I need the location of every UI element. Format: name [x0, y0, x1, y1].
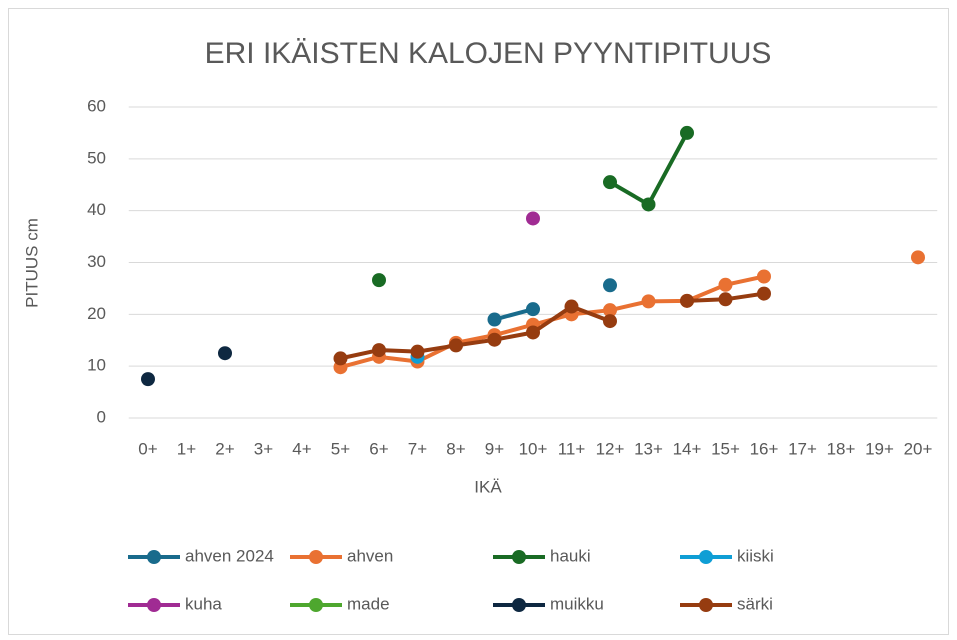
- data-point: [372, 273, 386, 288]
- y-tick-label: 40: [87, 200, 106, 219]
- data-point: [603, 303, 617, 318]
- x-tick-label: 17+: [788, 439, 817, 458]
- data-point: [680, 125, 694, 140]
- legend-label: ahven: [347, 546, 393, 565]
- legend-label: särki: [737, 594, 773, 613]
- legend-swatch-marker: [147, 550, 161, 564]
- legend-label: ahven 2024: [185, 546, 274, 565]
- data-point: [333, 351, 348, 366]
- y-tick-label: 0: [97, 407, 106, 426]
- data-point: [526, 302, 540, 317]
- y-tick-label: 50: [87, 148, 106, 167]
- legend-label: muikku: [550, 594, 604, 613]
- x-tick-label: 12+: [596, 439, 625, 458]
- x-tick-label: 10+: [519, 439, 548, 458]
- data-point: [603, 278, 617, 293]
- data-point: [718, 277, 733, 292]
- data-point: [564, 299, 579, 314]
- x-tick-label: 13+: [634, 439, 663, 458]
- x-tick-label: 8+: [446, 439, 465, 458]
- x-tick-label: 1+: [177, 439, 196, 458]
- data-point: [718, 292, 733, 307]
- legend-swatch-marker: [699, 550, 713, 564]
- data-point: [757, 269, 771, 284]
- chart-title: ERI IKÄISTEN KALOJEN PYYNTIPITUUS: [205, 37, 772, 70]
- x-tick-label: 2+: [215, 439, 234, 458]
- chart-border: [8, 8, 949, 635]
- data-point: [487, 312, 502, 327]
- x-tick-label: 19+: [865, 439, 894, 458]
- data-point: [680, 293, 694, 308]
- x-tick-label: 9+: [485, 439, 504, 458]
- y-tick-label: 20: [87, 304, 106, 323]
- x-tick-label: 15+: [711, 439, 740, 458]
- y-axis-label: PITUUS cm: [22, 218, 41, 308]
- legend-swatch-marker: [512, 550, 526, 564]
- x-tick-label: 0+: [138, 439, 157, 458]
- data-point: [641, 197, 656, 212]
- legend-swatch-marker: [699, 598, 713, 612]
- data-point: [372, 343, 386, 358]
- x-tick-label: 16+: [750, 439, 779, 458]
- data-point: [911, 250, 925, 265]
- legend-label: made: [347, 594, 390, 613]
- x-tick-label: 18+: [827, 439, 856, 458]
- y-tick-label: 10: [87, 356, 106, 375]
- y-tick-label: 30: [87, 252, 106, 271]
- legend-swatch-marker: [309, 550, 323, 564]
- data-point: [526, 325, 540, 340]
- x-tick-label: 3+: [254, 439, 273, 458]
- legend-label: kiiski: [737, 546, 774, 565]
- data-point: [641, 294, 656, 309]
- x-tick-label: 7+: [408, 439, 427, 458]
- x-axis-label: IKÄ: [474, 477, 502, 496]
- x-tick-label: 14+: [673, 439, 702, 458]
- legend-swatch-marker: [309, 598, 323, 612]
- data-point: [218, 346, 232, 361]
- x-tick-label: 6+: [369, 439, 388, 458]
- data-point: [487, 332, 502, 347]
- data-point: [141, 372, 155, 387]
- data-point: [603, 314, 617, 329]
- y-tick-label: 60: [87, 96, 106, 115]
- data-point: [757, 286, 771, 301]
- x-tick-label: 11+: [558, 439, 586, 458]
- x-tick-label: 20+: [904, 439, 933, 458]
- data-point: [526, 211, 540, 226]
- legend-label: hauki: [550, 546, 591, 565]
- data-point: [603, 175, 617, 190]
- x-tick-label: 5+: [331, 439, 350, 458]
- data-point: [410, 344, 425, 359]
- legend-swatch-marker: [147, 598, 161, 612]
- legend-swatch-marker: [512, 598, 526, 612]
- legend-label: kuha: [185, 594, 222, 613]
- data-point: [449, 338, 463, 353]
- x-tick-label: 4+: [292, 439, 311, 458]
